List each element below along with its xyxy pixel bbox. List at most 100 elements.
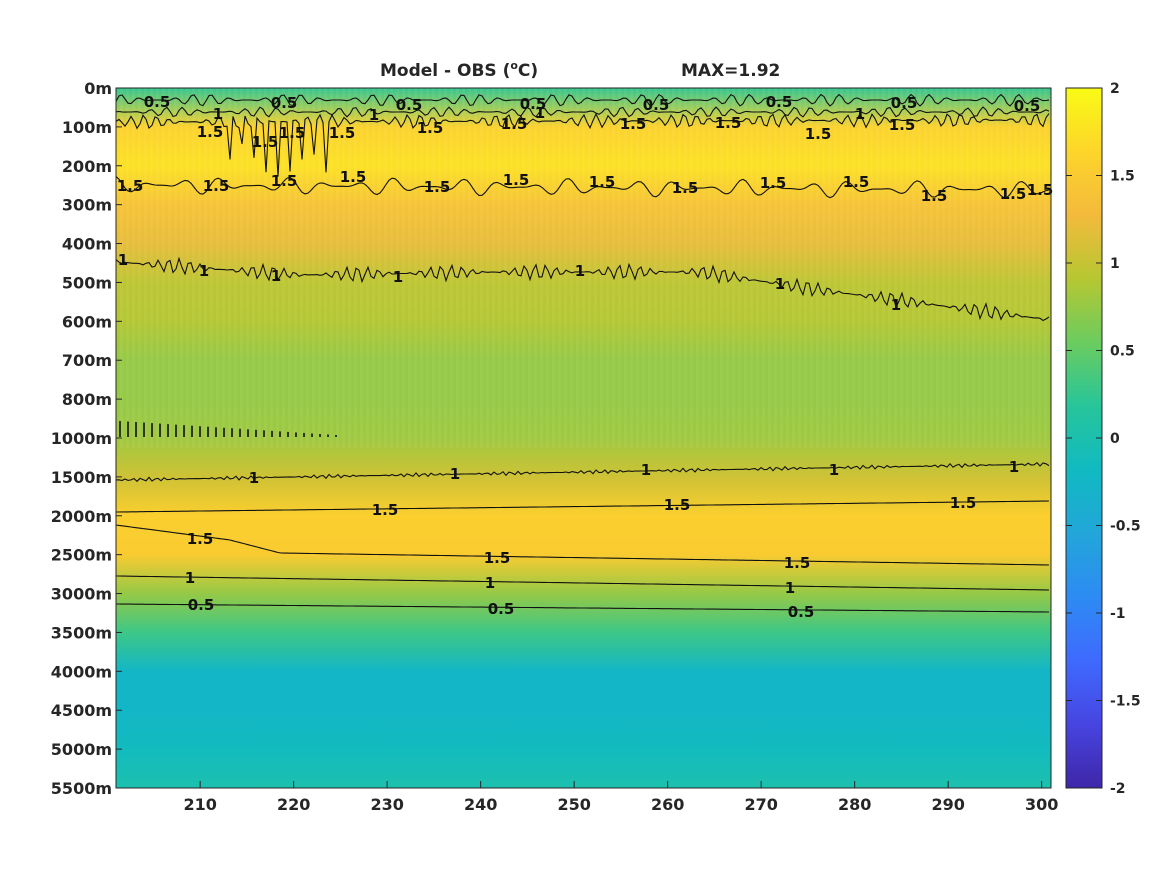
contour-label: 1: [485, 574, 495, 592]
contour-label: 1: [785, 579, 795, 597]
colorbar-tick-label: -0.5: [1110, 519, 1141, 535]
y-tick-label: 400m: [62, 235, 112, 254]
contour-label: 1.5: [889, 116, 916, 134]
x-tick-label: 240: [464, 795, 497, 814]
y-tick-label: 4000m: [51, 662, 112, 681]
contour-line: [116, 500, 1050, 513]
x-tick-label: 260: [651, 795, 684, 814]
contour-line: [116, 603, 1049, 613]
contour-label: 1.5: [503, 171, 530, 189]
y-tick-label: 200m: [62, 157, 112, 176]
contour-line: [116, 575, 1050, 591]
colorbar-tick-label: -2: [1110, 781, 1126, 797]
contour-label: 1.5: [197, 123, 224, 141]
y-tick-label: 1500m: [51, 468, 112, 487]
y-tick-label: 3500m: [51, 623, 112, 642]
y-tick-label: 5500m: [51, 779, 112, 798]
contour-label: 1.5: [484, 549, 511, 567]
contour-label: 1.5: [252, 133, 279, 151]
contour-label: 1.5: [117, 177, 144, 195]
contour-label: 1.5: [424, 178, 451, 196]
contour-label: 1.5: [372, 501, 399, 519]
contour-label: 0.5: [144, 93, 171, 111]
x-tick-label: 300: [1025, 795, 1058, 814]
contour-label: 1.5: [921, 187, 948, 205]
x-tick-label: 230: [370, 795, 403, 814]
contour-label: 1.5: [501, 115, 528, 133]
y-axis: 0m 100m 200m 300m 400m 500m 600m 700m 800m 1000m 1…: [51, 79, 122, 798]
contour-label: 1.5: [329, 124, 356, 142]
contour-label: 0.5: [1014, 97, 1041, 115]
contour-label: 1.5: [417, 119, 444, 137]
contour-lines: [116, 93, 1050, 613]
contour-label: 1.5: [672, 179, 699, 197]
contour-label: 0.5: [891, 94, 918, 112]
contour-label: 1.5: [805, 125, 832, 143]
contour-label: 0.5: [188, 596, 215, 614]
contour-label: 1: [213, 105, 223, 123]
y-tick-label: 800m: [62, 390, 112, 409]
contour-label: 1: [393, 268, 403, 286]
contour-label: 1.5: [187, 530, 214, 548]
contour-label: 1: [1009, 458, 1019, 476]
contour-label: 1: [855, 105, 865, 123]
contour-line: [116, 524, 1050, 566]
contour-line: [116, 112, 1050, 177]
y-tick-label: 100m: [62, 118, 112, 137]
y-tick-label: 4500m: [51, 701, 112, 720]
contour-label: 1.5: [589, 173, 616, 191]
contour-label: 0.5: [520, 95, 547, 113]
contour-line: [116, 106, 1050, 118]
contour-label: 1: [575, 262, 585, 280]
y-tick-label: 300m: [62, 196, 112, 215]
contour-label: 1: [775, 275, 785, 293]
contour-label: 1: [641, 461, 651, 479]
y-tick-label: 0m: [84, 79, 112, 98]
y-tick-label: 2500m: [51, 546, 112, 565]
contour-label: 0.5: [488, 600, 515, 618]
colorbar-tick-label: 1: [1110, 256, 1120, 272]
colorbar-ticks: 2 1.5 1 0.5 0 -0.5 -1 -1.5 -2: [1066, 81, 1141, 797]
contour-label: 1.5: [760, 174, 787, 192]
y-tick-label: 5000m: [51, 740, 112, 759]
contour-label: 0.5: [766, 93, 793, 111]
x-tick-label: 290: [931, 795, 964, 814]
contour-label: 1: [118, 251, 128, 269]
y-tick-label: 500m: [62, 273, 112, 292]
contour-label: 1.5: [1000, 185, 1027, 203]
colorbar-tick-label: -1: [1110, 606, 1126, 622]
x-tick-label: 220: [277, 795, 310, 814]
colorbar: 2 1.5 1 0.5 0 -0.5 -1 -1.5 -2: [1065, 81, 1141, 797]
contour-label: 1: [185, 569, 195, 587]
x-tick-label: 280: [838, 795, 871, 814]
colorbar-tick-label: 0: [1110, 431, 1120, 447]
contour-label: 1: [271, 267, 281, 285]
contour-label: 0.5: [271, 94, 298, 112]
y-tick-label: 1000m: [51, 429, 112, 448]
contour-label: 1.5: [620, 115, 647, 133]
contour-line: [116, 461, 1050, 483]
contour-label: 1.5: [279, 124, 306, 142]
contour-label: 1.5: [340, 168, 367, 186]
contour-label: 1: [891, 296, 901, 314]
contour-label: 1: [199, 262, 209, 280]
colorbar-tick-label: -1.5: [1110, 694, 1141, 710]
colorbar-tick-label: 1.5: [1110, 169, 1135, 185]
contour-label: 1.5: [203, 177, 230, 195]
y-tick-label: 700m: [62, 351, 112, 370]
contour-label: 1: [450, 465, 460, 483]
contour-label: 0.5: [643, 96, 670, 114]
x-tick-label: 270: [744, 795, 777, 814]
x-tick-label: 210: [183, 795, 216, 814]
contour-line: [116, 93, 1050, 107]
y-tick-label: 600m: [62, 312, 112, 331]
chart-title: Model - OBS (oC): [380, 59, 538, 81]
contour-line: [116, 256, 1050, 322]
x-tick-label: 250: [557, 795, 590, 814]
contour-line: [116, 176, 1050, 199]
contour-label: 0.5: [788, 603, 815, 621]
contour-label: 1.5: [715, 114, 742, 132]
y-tick-label: 2000m: [51, 507, 112, 526]
contour-label: 1.5: [271, 172, 298, 190]
